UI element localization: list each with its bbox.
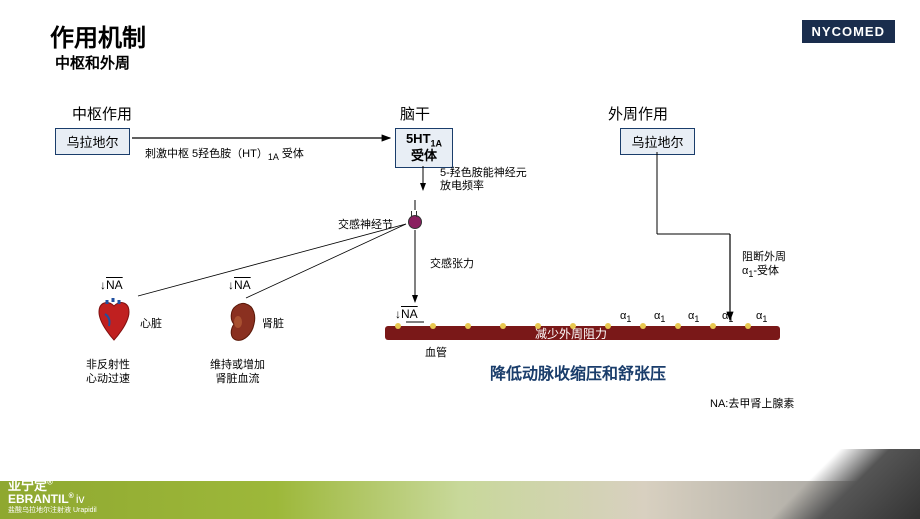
vessel-dot bbox=[675, 323, 681, 329]
alpha-1: α1 bbox=[620, 310, 631, 324]
alpha-2: α1 bbox=[654, 310, 665, 324]
label-heart: 心脏 bbox=[140, 315, 162, 331]
drug-central-text: 乌拉地尔 bbox=[66, 135, 118, 150]
slide: { "title": "作用机制", "subtitle": "中枢和外周", … bbox=[0, 0, 920, 519]
result-text: 降低动脉收缩压和舒张压 bbox=[490, 360, 666, 384]
nycomed-logo: NYCOMED bbox=[802, 20, 895, 43]
label-neuron: 5-羟色胺能神经元放电频率 bbox=[440, 167, 527, 193]
vessel-dot bbox=[500, 323, 506, 329]
label-tension: 交感张力 bbox=[430, 255, 474, 271]
label-kidney: 肾脏 bbox=[262, 315, 284, 331]
slide-subtitle: 中枢和外周 bbox=[55, 52, 130, 73]
na-heart: ↓NA bbox=[100, 278, 123, 292]
na-vessel: ↓NA bbox=[395, 307, 418, 321]
vessel-dot bbox=[430, 323, 436, 329]
vessel-dot bbox=[465, 323, 471, 329]
receptor-l1: 5HT bbox=[406, 131, 431, 146]
header-brainstem: 脑干 bbox=[400, 103, 430, 124]
label-ganglion: 交感神经节 bbox=[338, 216, 393, 232]
alpha-5: α1 bbox=[756, 310, 767, 324]
na-note: NA:去甲肾上腺素 bbox=[710, 395, 794, 411]
vessel-dot bbox=[605, 323, 611, 329]
label-stimulate: 刺激中枢 5羟色胺（HT）1A 受体 bbox=[145, 145, 304, 162]
header-central: 中枢作用 bbox=[72, 103, 132, 124]
ganglion-icon bbox=[408, 215, 422, 229]
slide-title: 作用机制 bbox=[50, 18, 146, 53]
vessel-dot bbox=[395, 323, 401, 329]
vessel-dot bbox=[640, 323, 646, 329]
drug-peripheral-text: 乌拉地尔 bbox=[631, 135, 683, 150]
na-kidney: ↓NA bbox=[228, 278, 251, 292]
label-block: 阻断外周α1-受体 bbox=[742, 250, 786, 281]
vessel-dot bbox=[535, 323, 541, 329]
vessel-dot bbox=[745, 323, 751, 329]
alpha-3: α1 bbox=[688, 310, 699, 324]
box-receptor: 5HT1A受体 bbox=[395, 128, 453, 168]
vessel-dot bbox=[570, 323, 576, 329]
label-vessel: 血管 bbox=[425, 344, 447, 360]
receptor-l2: 受体 bbox=[411, 148, 437, 163]
alpha-4: α1 bbox=[722, 310, 733, 324]
box-drug-central: 乌拉地尔 bbox=[55, 128, 130, 155]
footer-image bbox=[740, 449, 920, 519]
heart-effect: 非反射性心动过速 bbox=[86, 358, 130, 387]
box-drug-peripheral: 乌拉地尔 bbox=[620, 128, 695, 155]
footer-brand: 亚宁定® EBRANTIL®iv 盐酸乌拉地尔注射液 Urapidil bbox=[8, 475, 97, 515]
header-peripheral: 外周作用 bbox=[608, 103, 668, 124]
kidney-icon bbox=[222, 300, 258, 344]
vessel-dot bbox=[710, 323, 716, 329]
heart-icon bbox=[93, 298, 135, 346]
kidney-effect: 维持或增加肾脏血流 bbox=[210, 358, 265, 387]
